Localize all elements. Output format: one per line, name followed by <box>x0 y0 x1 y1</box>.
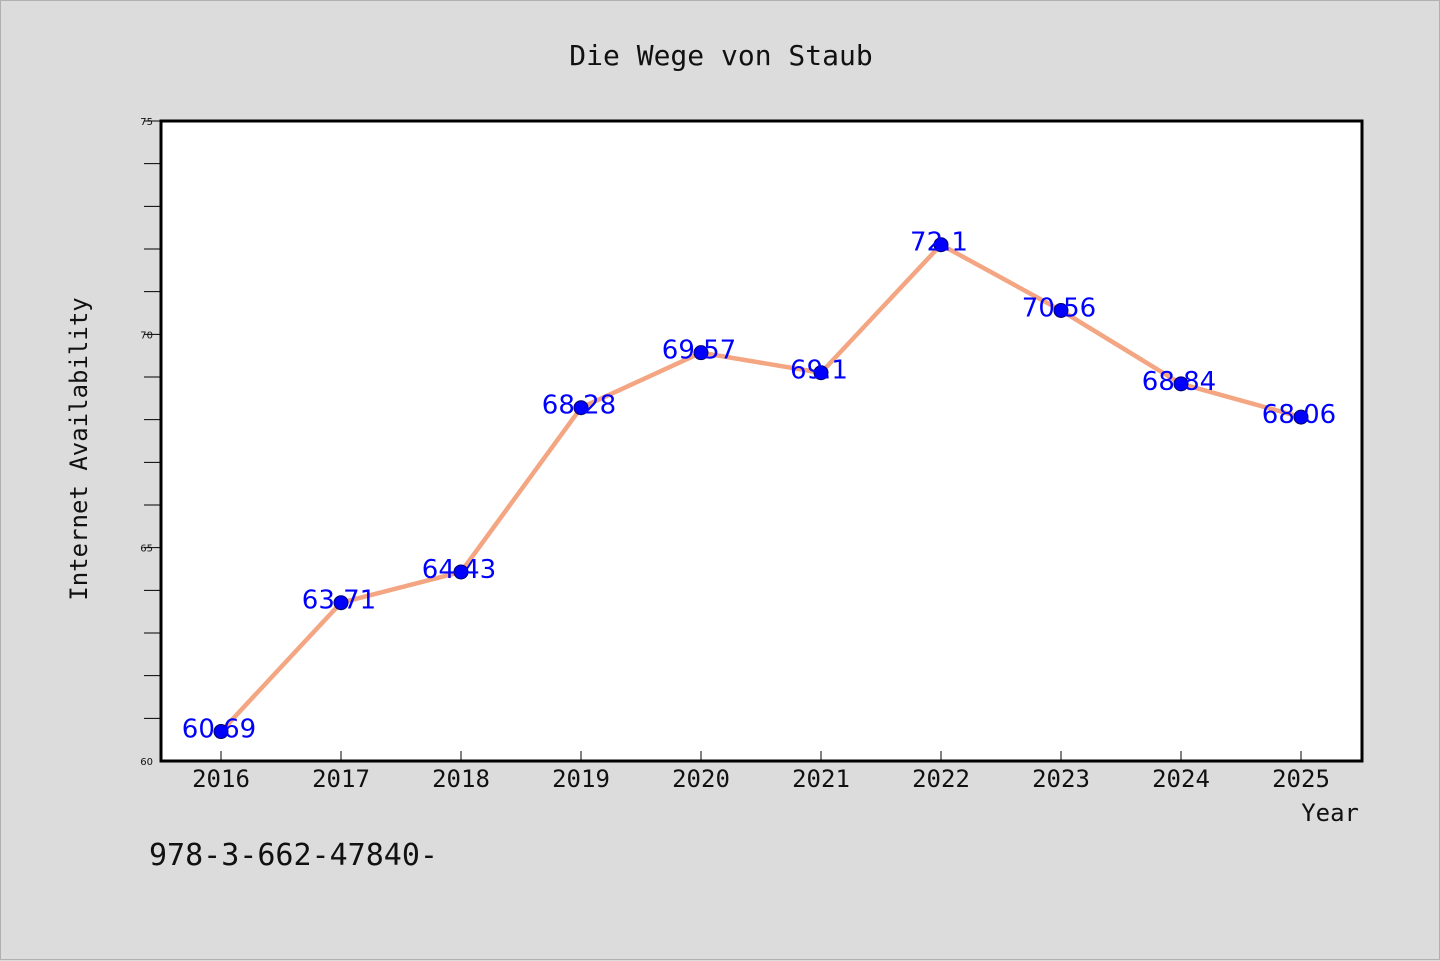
data-point-marker <box>213 724 229 740</box>
plot-area <box>159 119 1364 763</box>
x-tick-label: 2016 <box>192 765 250 793</box>
x-tick-label: 2021 <box>792 765 850 793</box>
x-tick-label: 2024 <box>1152 765 1210 793</box>
data-point-marker <box>333 595 349 611</box>
x-tick-label: 2022 <box>912 765 970 793</box>
data-point-label: 68.84 <box>1142 367 1216 397</box>
data-point-marker <box>453 564 469 580</box>
x-axis-label: Year <box>1301 799 1359 827</box>
y-axis-label: Internet Availability <box>65 297 93 600</box>
data-markers <box>213 237 1309 740</box>
data-point-marker <box>693 345 709 361</box>
y-tick-label: 60 <box>140 757 153 768</box>
y-tick-label: 70 <box>140 330 153 341</box>
data-point-label: 64.43 <box>422 555 496 585</box>
y-tick-label: 65 <box>140 544 153 555</box>
data-point-label: 60.69 <box>182 715 256 745</box>
data-point-marker <box>1293 409 1309 425</box>
chart-title: Die Wege von Staub <box>569 39 872 72</box>
data-labels: 60.69 63.71 64.43 68.28 69.57 69.1 72.1 70.56 68… <box>182 228 1336 745</box>
data-point-marker <box>813 365 829 381</box>
footnote-text: 978-3-662-47840- <box>149 838 438 873</box>
data-point-label: 69.1 <box>790 356 848 386</box>
data-point-label: 63.71 <box>302 586 376 616</box>
data-point-label: 68.28 <box>542 391 616 421</box>
x-tick-label: 2017 <box>312 765 370 793</box>
data-point-marker <box>573 400 589 416</box>
series-line <box>218 242 1304 734</box>
x-tick-label: 2025 <box>1272 765 1330 793</box>
data-point-label: 69.57 <box>662 336 736 366</box>
data-point-label: 68.06 <box>1262 400 1336 430</box>
x-tick-label: 2019 <box>552 765 610 793</box>
x-tick-label: 2020 <box>672 765 730 793</box>
x-tick-label: 2023 <box>1032 765 1090 793</box>
y-axis: 60 65 70 75 <box>140 117 161 768</box>
data-point-marker <box>1173 376 1189 392</box>
y-tick-label: 75 <box>140 117 153 128</box>
data-point-label: 70.56 <box>1022 293 1096 323</box>
data-point-label: 72.1 <box>910 228 968 258</box>
data-point-marker <box>933 237 949 253</box>
data-point-marker <box>1053 302 1069 318</box>
x-tick-label: 2018 <box>432 765 490 793</box>
x-axis: 2016 2017 2018 2019 2020 2021 2022 2023 2024 2025 <box>192 751 1330 793</box>
